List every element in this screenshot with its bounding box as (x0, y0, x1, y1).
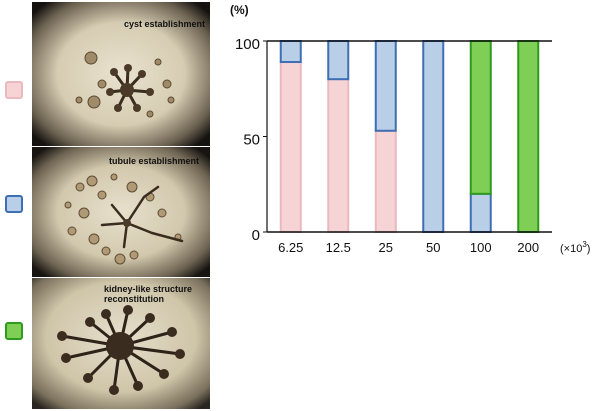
stacked-bar-chart: (%) 0 50 100 6.25 12.5 25 50 100 200 (×103) (230, 3, 590, 255)
y-tick-label: 0 (252, 227, 260, 244)
tubule-legend-swatch (5, 195, 23, 213)
cyst-legend-swatch (5, 81, 23, 99)
tubule-micrograph: tubule establishment (32, 147, 210, 277)
bar-cyst-1 (327, 78, 350, 233)
cyst-micrograph: cyst establishment (32, 2, 210, 146)
kidney-label-line-1: kidney-like structure (104, 284, 193, 294)
kidney-legend-swatch (5, 322, 23, 340)
tubule-panel-label: tubule establishment (109, 156, 199, 166)
bar-tubule-0 (279, 40, 302, 64)
y-tick-label: 50 (243, 132, 260, 149)
kidney-panel-label: kidney-like structure reconstitution (104, 284, 192, 304)
y-tick-label: 100 (235, 36, 260, 53)
kidney-micrograph: kidney-like structure reconstitution (32, 278, 210, 409)
tubule-label-line: tubule establishment (109, 156, 200, 166)
bar-tubule-4 (469, 192, 492, 234)
bar-cyst-2 (374, 129, 397, 234)
bar-cyst-0 (279, 61, 302, 234)
x-tick-label: 50 (426, 240, 440, 255)
x-tick-label: 100 (470, 240, 492, 255)
bar-tubule-3 (422, 40, 445, 233)
cyst-label-line: cyst establishment (124, 19, 206, 29)
kidney-label-line-2: reconstitution (104, 294, 164, 304)
x-unit-label: (×103) (560, 240, 590, 255)
cyst-panel-label: cyst establishment (124, 19, 205, 29)
bar-tubule-2 (374, 40, 397, 132)
bar-tubule-1 (327, 40, 350, 81)
x-tick-label: 200 (517, 240, 539, 255)
x-tick-label: 6.25 (278, 240, 303, 255)
bar-kidney-5 (517, 40, 540, 233)
y-axis-label: (%) (230, 3, 249, 17)
x-tick-label: 25 (379, 240, 393, 255)
bar-kidney-4 (469, 40, 492, 195)
x-tick-label: 12.5 (326, 240, 351, 255)
